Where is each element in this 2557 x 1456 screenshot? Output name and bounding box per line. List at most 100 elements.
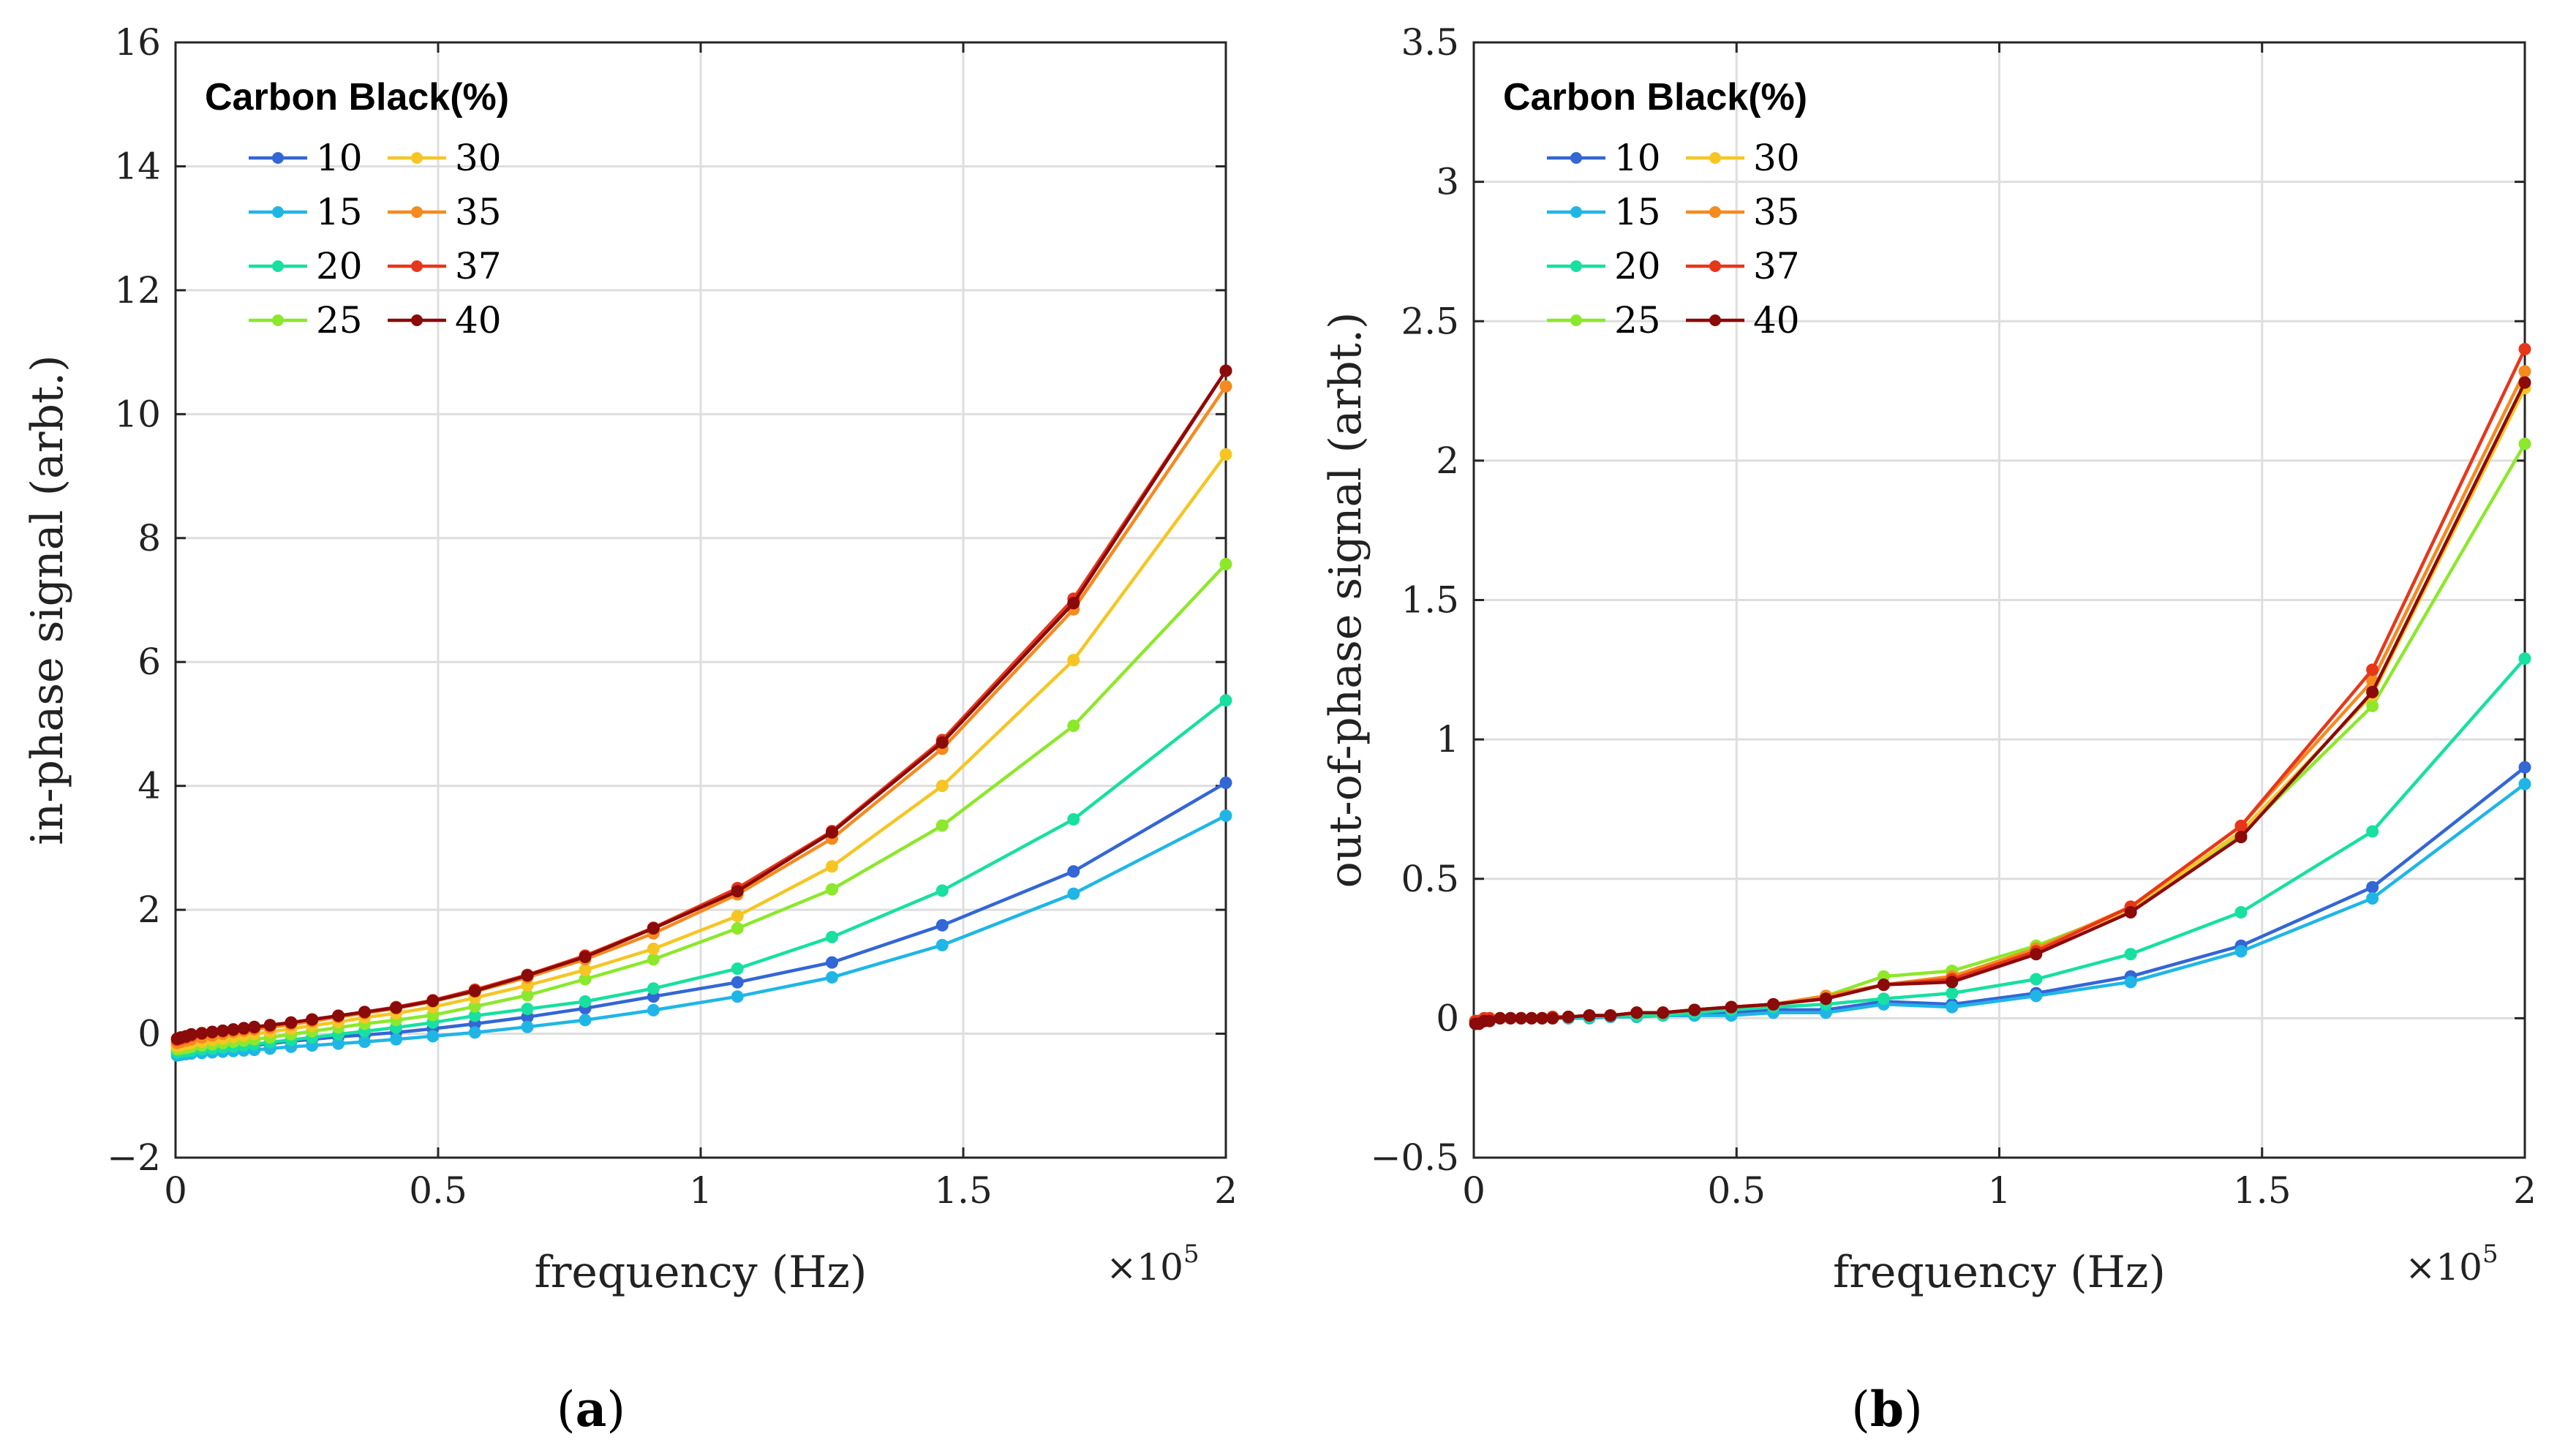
data-point-40 — [1504, 1011, 1517, 1025]
data-point-40 — [1877, 978, 1890, 992]
data-point-35 — [2518, 365, 2531, 378]
legend-label: 15 — [316, 191, 363, 233]
y-tick-label: 6 — [138, 641, 161, 683]
series-40 — [1469, 376, 2531, 1030]
legend-label: 25 — [316, 299, 363, 342]
y-tick-label: 0 — [1436, 997, 1459, 1039]
x-tick-label: 1.5 — [2233, 1169, 2291, 1212]
data-point-20 — [579, 995, 592, 1008]
legend-label: 10 — [316, 137, 363, 179]
caption-close: ) — [606, 1381, 625, 1438]
data-point-40 — [1525, 1011, 1538, 1025]
data-point-40 — [1946, 976, 1959, 989]
legend-item-15: 15 — [249, 191, 363, 233]
legend-swatch-marker — [411, 260, 423, 272]
legend-label: 25 — [1614, 299, 1661, 342]
legend-item-10: 10 — [249, 137, 363, 179]
data-point-40 — [1819, 992, 1832, 1006]
plot-area — [170, 364, 1232, 1062]
y-tick-label: 3 — [1436, 161, 1459, 203]
data-point-40 — [468, 984, 481, 997]
data-point-40 — [185, 1027, 198, 1041]
data-point-20 — [2124, 948, 2137, 961]
caption-letter: a — [576, 1381, 607, 1438]
data-point-25 — [647, 953, 660, 966]
data-point-40 — [521, 969, 534, 982]
y-tick-label: 0 — [138, 1013, 161, 1055]
y-tick-label: −0.5 — [1371, 1136, 1459, 1179]
data-point-25 — [826, 883, 838, 896]
data-point-15 — [647, 1003, 660, 1016]
y-tick-label: 10 — [114, 393, 161, 435]
x-exponent-base: ×10 — [1106, 1246, 1183, 1289]
legend-label: 30 — [455, 137, 502, 179]
data-point-20 — [935, 884, 949, 897]
legend-item-15: 15 — [1547, 191, 1661, 233]
data-point-37 — [2518, 342, 2531, 355]
data-point-15 — [2234, 945, 2248, 958]
data-point-25 — [2518, 437, 2531, 450]
data-point-40 — [390, 1001, 403, 1014]
data-point-40 — [2366, 685, 2379, 698]
legend-item-25: 25 — [1547, 299, 1661, 342]
legend-swatch-marker — [1570, 314, 1582, 326]
legend-swatch-marker — [272, 152, 284, 164]
series-40 — [170, 364, 1232, 1045]
data-point-40 — [1583, 1009, 1596, 1022]
x-tick-label: 0.5 — [409, 1169, 467, 1212]
legend-label: 35 — [455, 191, 502, 233]
x-tick-label: 0 — [1462, 1169, 1485, 1212]
legend-swatch-marker — [1570, 260, 1582, 272]
data-point-40 — [306, 1013, 319, 1026]
data-point-10 — [1067, 865, 1080, 878]
data-point-30 — [826, 860, 838, 873]
legend-item-37: 37 — [388, 245, 502, 287]
data-point-40 — [237, 1022, 250, 1035]
data-point-30 — [1067, 654, 1080, 667]
legend-swatch-marker — [1570, 206, 1582, 218]
legend-label: 37 — [1753, 245, 1800, 287]
data-point-15 — [390, 1033, 403, 1046]
y-axis-label: in-phase signal (arbt.) — [22, 355, 73, 845]
data-point-40 — [2234, 831, 2248, 844]
legend-item-40: 40 — [1686, 299, 1800, 342]
x-tick-label: 2 — [2513, 1169, 2537, 1212]
data-point-30 — [731, 910, 744, 923]
data-point-15 — [1067, 887, 1080, 900]
data-point-15 — [826, 970, 838, 984]
data-point-20 — [2234, 906, 2248, 919]
legend: Carbon Black(%) 10 15 20 25 30 35 37 40 — [205, 76, 509, 342]
data-point-40 — [216, 1024, 230, 1037]
data-point-40 — [1562, 1010, 1575, 1023]
x-axis-label: frequency (Hz) — [535, 1247, 867, 1298]
x-exponent-label: ×105 — [1106, 1240, 1199, 1289]
data-point-10 — [2518, 761, 2531, 774]
data-point-40 — [1688, 1003, 1701, 1016]
legend-label: 37 — [455, 245, 502, 287]
data-point-40 — [263, 1019, 276, 1032]
data-point-15 — [468, 1026, 481, 1039]
x-axis-label: frequency (Hz) — [1833, 1247, 2166, 1298]
legend-item-25: 25 — [249, 299, 363, 342]
x-tick-label: 1 — [1988, 1169, 2011, 1212]
legend-label: 15 — [1614, 191, 1661, 233]
legend-label: 40 — [1753, 299, 1800, 342]
legend-item-35: 35 — [388, 191, 502, 233]
legend-title: Carbon Black(%) — [1503, 76, 1807, 118]
legend-swatch-marker — [272, 260, 284, 272]
data-point-20 — [731, 962, 744, 976]
data-point-40 — [1604, 1009, 1617, 1022]
data-point-20 — [1067, 812, 1080, 826]
legend-label: 40 — [455, 299, 502, 342]
y-tick-label: −2 — [107, 1136, 161, 1179]
data-point-40 — [2518, 376, 2531, 389]
y-tick-label: 16 — [114, 21, 161, 64]
legend-item-40: 40 — [388, 299, 502, 342]
data-point-10 — [2366, 880, 2379, 894]
data-point-40 — [1657, 1006, 1670, 1019]
plot-area — [1469, 342, 2531, 1030]
data-point-20 — [826, 930, 838, 943]
caption-letter: b — [1870, 1381, 1904, 1438]
